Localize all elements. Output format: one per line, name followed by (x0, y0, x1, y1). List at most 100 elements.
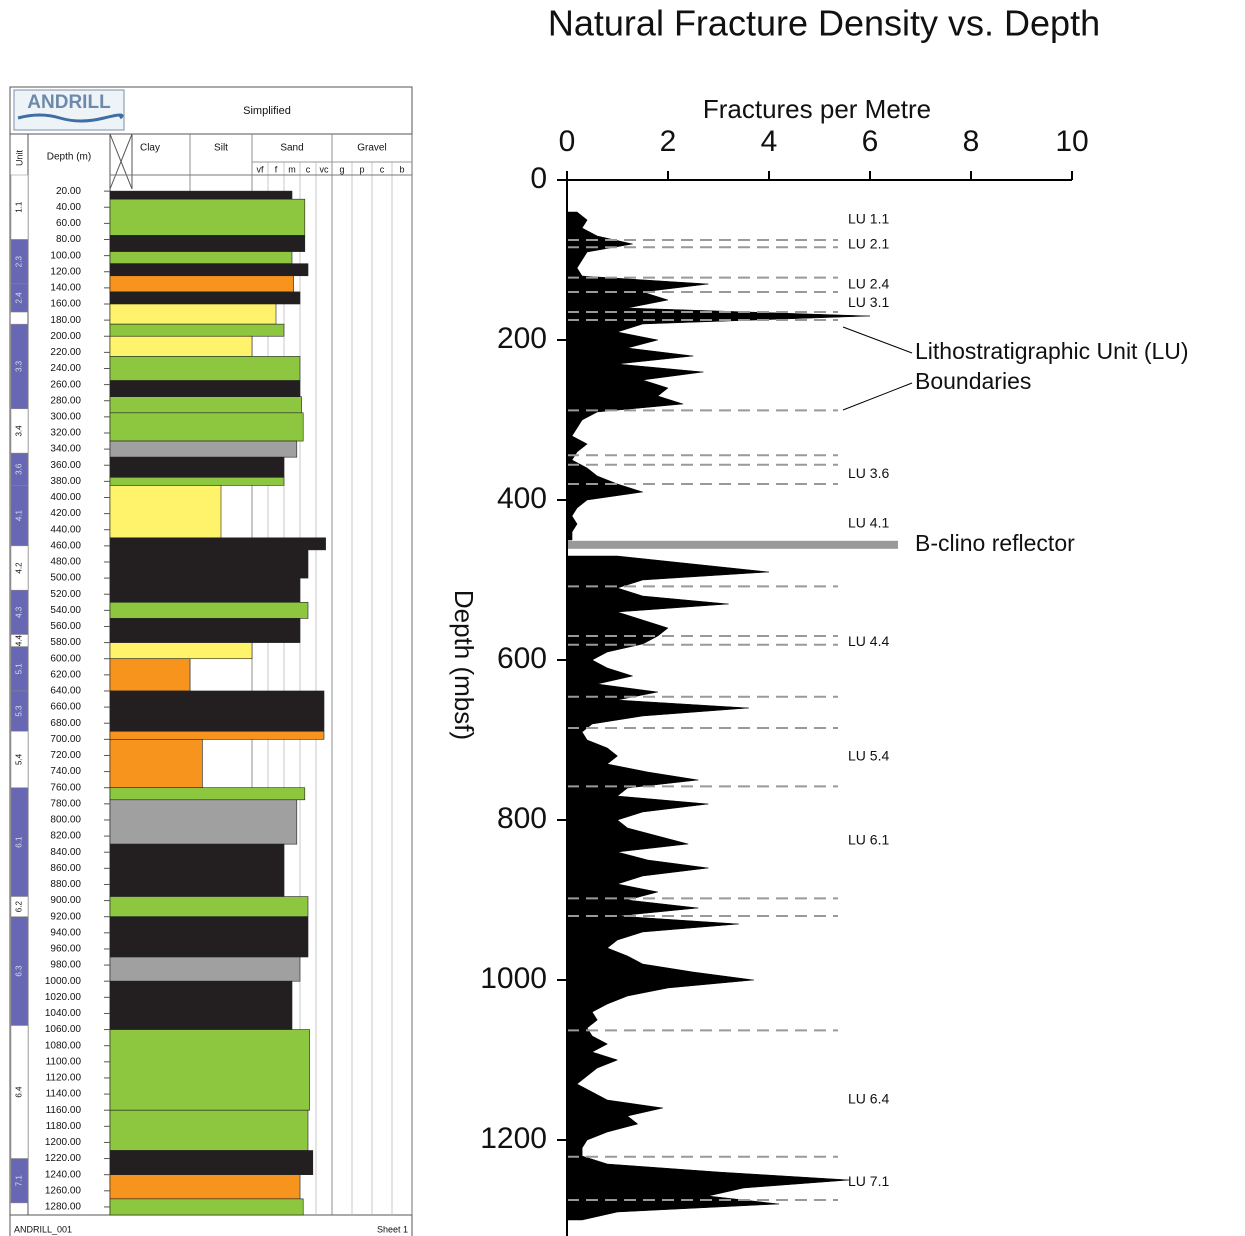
y-axis-title: Depth (mbsf) (449, 590, 479, 740)
bed (109, 251, 293, 264)
bed (109, 440, 298, 458)
y-tick-label: 1040.00 (45, 1008, 82, 1019)
unit-label: LU 6.1 (848, 832, 889, 848)
y-tick-label: 400.00 (50, 492, 81, 503)
y-tick-label: 320.00 (50, 428, 81, 439)
unit-label: 1.1 (15, 201, 24, 213)
y-tick-label: 1080.00 (45, 1040, 82, 1051)
y-tick-label: 200.00 (50, 331, 81, 342)
annotation: Lithostratigraphic Unit (LU) (915, 338, 1189, 364)
footer: ANDRILL_001 (14, 1224, 72, 1234)
y-tick-label: 480.00 (50, 557, 81, 568)
y-tick-label: 1220.00 (45, 1153, 82, 1164)
y-tick-label: 100.00 (50, 250, 81, 261)
unit-label: 6.3 (15, 965, 24, 977)
y-tick-label: 80.00 (56, 234, 81, 245)
unit-label: 4.3 (15, 606, 24, 618)
chart-title: Natural Fracture Density vs. Depth (548, 3, 1100, 44)
x-axis-title: Fractures per Metre (703, 94, 931, 124)
x-tick-label: 8 (963, 125, 980, 158)
bed (109, 577, 301, 603)
unit-label: LU 4.4 (848, 633, 889, 649)
bed (109, 263, 309, 277)
bed (109, 291, 301, 305)
y-tick-label: 740.00 (50, 766, 81, 777)
y-tick-label: 1180.00 (46, 1121, 82, 1132)
unit-label: 5.4 (15, 753, 24, 765)
reflector-band (567, 540, 898, 549)
y-tick-label: 1140.00 (46, 1089, 82, 1100)
bed (109, 335, 253, 357)
bed (109, 323, 285, 337)
unit-band (10, 283, 29, 313)
y-tick-label: 420.00 (50, 508, 81, 519)
bed (109, 1150, 314, 1175)
y-tick-label: 1020.00 (45, 992, 82, 1003)
bed (109, 477, 285, 486)
unit-label: LU 3.1 (848, 294, 889, 310)
unit-label: 7.1 (15, 1175, 24, 1187)
unit-label: 6.1 (15, 836, 24, 848)
y-tick-label: 1280.00 (45, 1202, 82, 1213)
density-area (566, 211, 871, 1221)
unit-label: 4.1 (15, 510, 24, 522)
unit-label: 5.3 (15, 705, 24, 717)
bed (109, 396, 302, 414)
depth-header: Depth (m) (47, 152, 91, 163)
y-tick-label: 1060.00 (45, 1024, 82, 1035)
y-tick-label: 860.00 (50, 863, 81, 874)
bed (109, 739, 203, 789)
bed (109, 618, 301, 643)
y-tick-label: 40.00 (56, 202, 81, 213)
y-tick-label: 120.00 (50, 266, 81, 277)
y-tick-label: 1200 (480, 1122, 547, 1155)
y-tick-label: 20.00 (56, 186, 81, 197)
y-tick-label: 1120.00 (46, 1073, 82, 1084)
unit-label: LU 6.4 (848, 1091, 889, 1107)
unit-label: 6.2 (15, 901, 24, 913)
y-tick-label: 600.00 (50, 653, 81, 664)
bed (109, 1029, 310, 1111)
grain-class-label: f (275, 164, 278, 174)
bed (109, 1109, 309, 1151)
y-tick-label: 920.00 (50, 911, 81, 922)
y-tick-label: 180.00 (50, 315, 81, 326)
bed (109, 537, 326, 551)
grain-group-label: Clay (140, 143, 160, 154)
y-tick-label: 900.00 (50, 895, 81, 906)
bed (109, 690, 325, 732)
unit-label: LU 2.1 (848, 236, 889, 252)
y-tick-label: 220.00 (50, 347, 81, 358)
bed (109, 456, 285, 478)
unit-label: LU 5.4 (848, 748, 889, 764)
grain-class-label: c (380, 164, 385, 174)
unit-label: 4.4 (15, 634, 24, 646)
grain-class-label: p (359, 164, 364, 174)
bed (109, 412, 304, 442)
y-tick-label: 700.00 (50, 734, 81, 745)
y-tick-label: 540.00 (50, 605, 81, 616)
bed (109, 642, 253, 660)
bed (109, 787, 306, 801)
unit-label: LU 7.1 (848, 1173, 889, 1189)
logo: ANDRILL (27, 92, 111, 113)
y-tick-label: 800 (497, 802, 547, 835)
x-tick-label: 6 (862, 125, 879, 158)
y-tick-label: 640.00 (50, 686, 81, 697)
y-tick-label: 780.00 (50, 798, 81, 809)
bed (109, 730, 325, 740)
unit-header: Unit (14, 150, 24, 167)
y-tick-label: 520.00 (50, 589, 81, 600)
bed (109, 1174, 301, 1200)
y-tick-label: 720.00 (50, 750, 81, 761)
grain-class-label: c (306, 164, 311, 174)
rule (109, 133, 133, 190)
unit-label: 3.6 (15, 463, 24, 475)
bed (109, 896, 309, 918)
unit-label: 3.4 (15, 425, 24, 437)
grain-class-label: m (288, 164, 296, 174)
y-tick-label: 140.00 (50, 283, 81, 294)
y-tick-label: 400 (497, 482, 547, 515)
y-tick-label: 1000.00 (45, 976, 82, 987)
